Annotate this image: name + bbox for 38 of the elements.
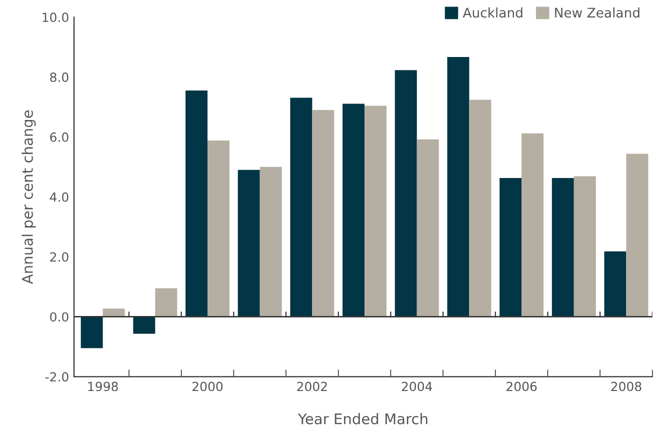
bar [522, 133, 544, 317]
bar [312, 110, 334, 317]
bar [155, 288, 178, 317]
y-tick-label: 10.0 [42, 12, 68, 22]
bar [80, 316, 103, 348]
bar [500, 178, 522, 317]
x-tick-label: 2008 [611, 382, 642, 392]
bar [342, 104, 365, 317]
bar [447, 56, 470, 317]
bar [604, 251, 626, 317]
y-tick-label: 0.0 [50, 312, 68, 322]
x-tick-label: 1998 [88, 382, 118, 392]
y-tick-label: -2.0 [45, 372, 68, 382]
x-tick-label: 2000 [192, 382, 223, 392]
bar [552, 178, 574, 317]
bar [416, 139, 439, 317]
bar [394, 70, 417, 317]
y-axis-title: Annual per cent change [22, 110, 36, 284]
x-tick-label: 2006 [506, 382, 537, 392]
y-tick-label: 2.0 [50, 252, 68, 262]
bar [260, 166, 282, 317]
y-tick-label: 4.0 [50, 192, 68, 202]
bar [133, 316, 156, 334]
bar [626, 154, 648, 317]
bar [290, 98, 312, 317]
x-tick-label: 2004 [402, 382, 432, 392]
bar [238, 170, 260, 317]
legend-label: New Zealand [555, 7, 640, 18]
bar [364, 106, 387, 317]
bar [186, 90, 208, 317]
y-tick-label: 6.0 [50, 132, 68, 142]
bar [469, 100, 492, 317]
bar [574, 176, 596, 317]
x-axis-title: Year Ended March [298, 413, 428, 424]
y-tick-label: 8.0 [50, 72, 68, 82]
x-tick-label: 2002 [297, 382, 327, 392]
legend-label: Auckland [462, 7, 522, 18]
bar [208, 140, 230, 317]
